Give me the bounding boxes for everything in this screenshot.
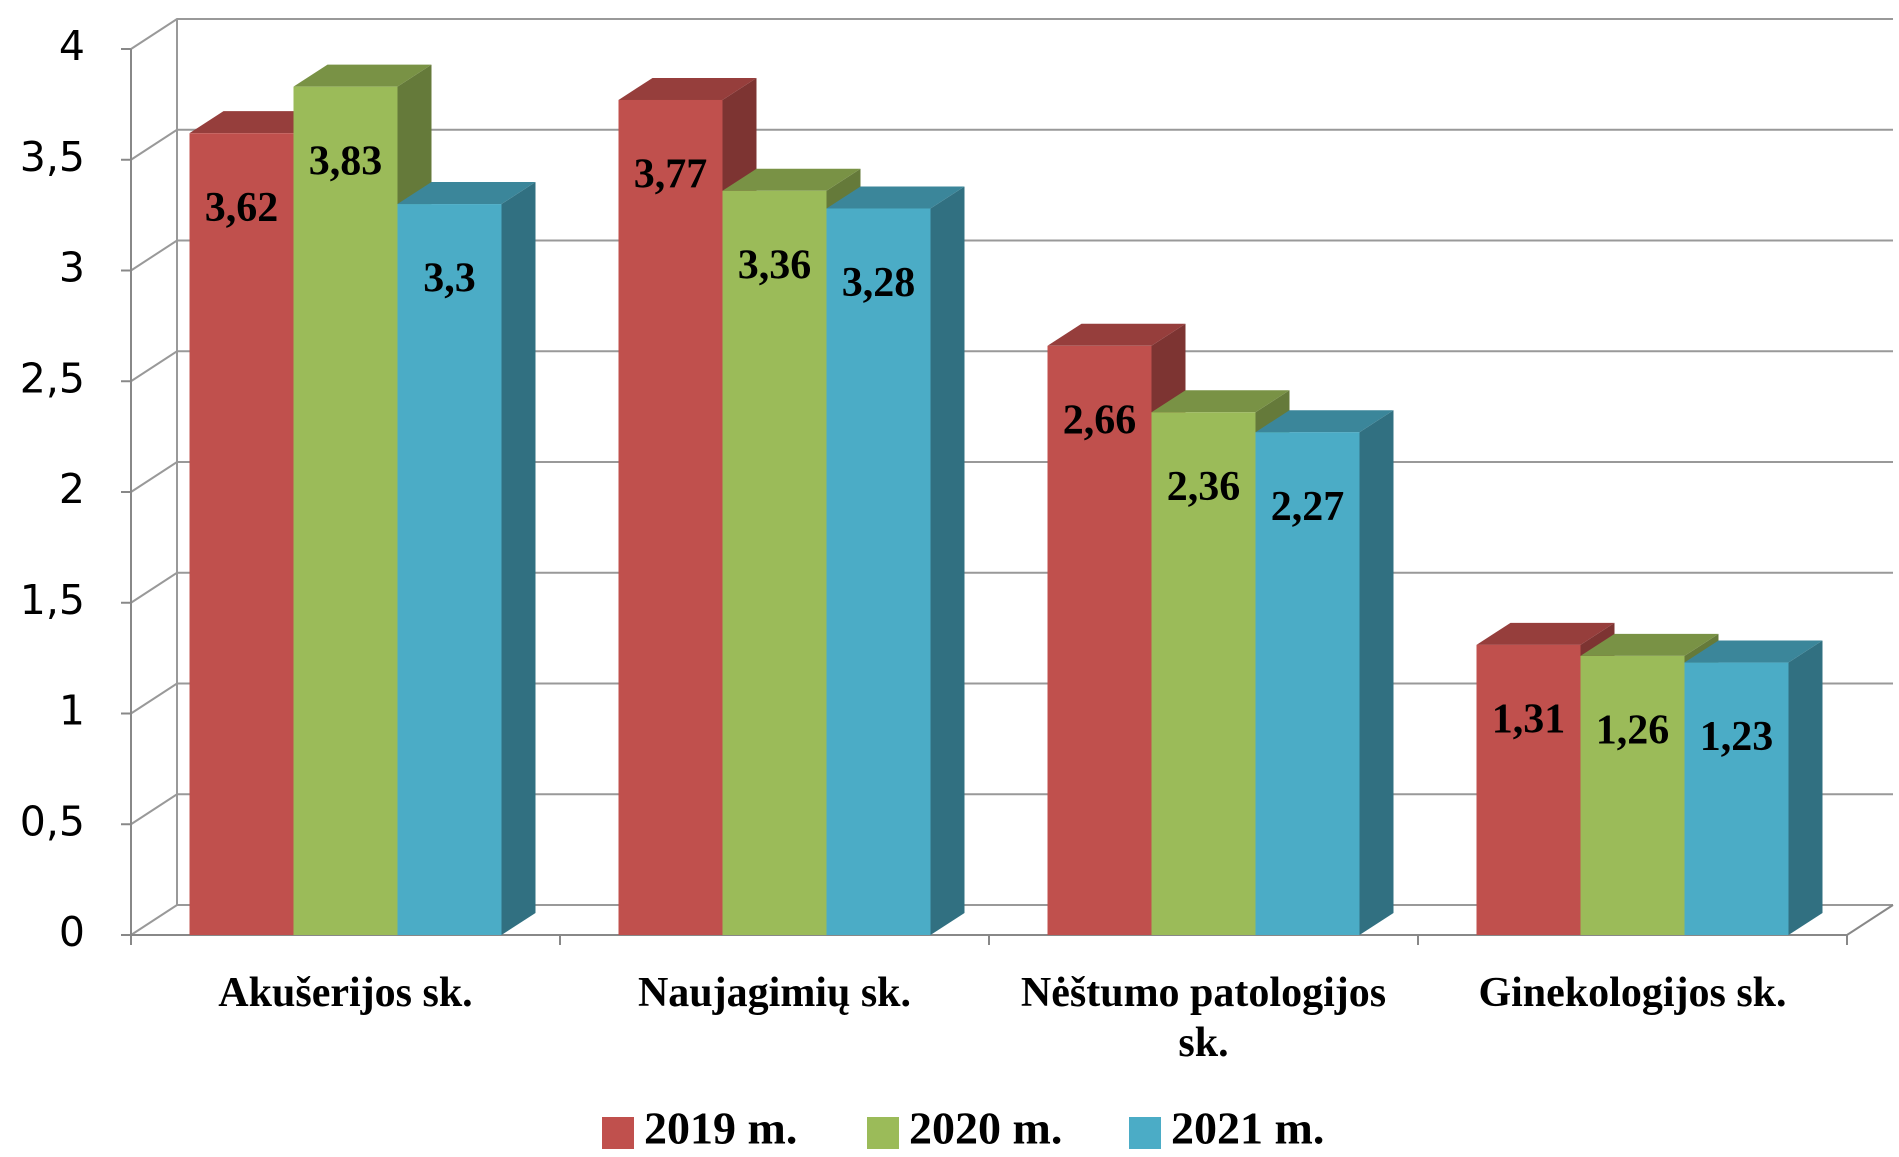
bar xyxy=(1255,432,1360,935)
bar-top xyxy=(1151,390,1290,413)
bar-top xyxy=(722,168,861,191)
y-tick-label: 0,5 xyxy=(20,797,85,845)
bar-side xyxy=(501,182,536,936)
x-tick-label: Naujagimių sk. xyxy=(637,970,912,1016)
bar-top xyxy=(618,77,757,100)
bar xyxy=(1151,412,1256,935)
bar-top xyxy=(189,111,328,134)
bar xyxy=(1580,655,1685,935)
x-tick-label: Ginekologijos sk. xyxy=(1478,970,1787,1016)
y-tick-label: 1 xyxy=(59,687,85,735)
bar xyxy=(1684,662,1789,935)
grid-line xyxy=(130,18,1893,50)
y-tick-label: 4 xyxy=(59,22,85,70)
bar-top xyxy=(1684,640,1823,663)
legend-label: 2020 m. xyxy=(909,1103,1062,1154)
y-tick-label: 3,5 xyxy=(20,133,85,181)
grid-line xyxy=(130,239,1893,272)
y-tick-label: 0 xyxy=(59,908,85,956)
legend-label: 2019 m. xyxy=(644,1103,797,1154)
x-tick-label: Akušerijos sk. xyxy=(218,970,473,1016)
data-label: 3,3 xyxy=(423,256,476,302)
x-tick-label: Nėštumo patologijos sk. xyxy=(1020,970,1387,1066)
y-tick-label: 1,5 xyxy=(20,576,85,624)
grid-line xyxy=(130,128,1893,161)
bar-top xyxy=(1047,323,1186,346)
data-label: 2,66 xyxy=(1063,397,1137,443)
bar xyxy=(1476,644,1581,935)
bar xyxy=(397,204,502,936)
data-label: 2,36 xyxy=(1167,464,1241,510)
bar-side xyxy=(1359,410,1394,935)
legend-swatch xyxy=(602,1117,634,1149)
legend-swatch xyxy=(867,1117,899,1149)
y-tick-label: 3 xyxy=(59,244,85,292)
data-label: 1,23 xyxy=(1700,714,1774,760)
data-label: 3,62 xyxy=(205,185,279,231)
bar xyxy=(826,208,931,936)
bar xyxy=(618,99,723,935)
bar-top xyxy=(293,64,432,87)
bar xyxy=(1047,345,1152,935)
y-tick-label: 2,5 xyxy=(20,354,85,402)
bar-side xyxy=(930,186,965,936)
bar-top xyxy=(1476,622,1615,645)
legend-label: 2021 m. xyxy=(1171,1103,1324,1154)
data-label: 3,28 xyxy=(842,260,916,306)
bar xyxy=(293,86,398,935)
data-label: 1,26 xyxy=(1596,708,1670,754)
data-label: 3,36 xyxy=(738,242,812,288)
data-label: 2,27 xyxy=(1271,484,1345,530)
bar xyxy=(722,190,827,935)
data-label: 3,83 xyxy=(309,138,383,184)
bar-top xyxy=(1255,410,1394,433)
bar-side xyxy=(1788,640,1823,935)
grid-line xyxy=(130,350,1893,383)
y-tick-label: 2 xyxy=(59,465,85,513)
bar xyxy=(189,133,294,936)
data-label: 1,31 xyxy=(1492,696,1566,742)
data-label: 3,77 xyxy=(634,152,708,198)
bar-top xyxy=(826,186,965,209)
legend-swatch xyxy=(1129,1117,1161,1149)
bar-top xyxy=(397,182,536,205)
bar-top xyxy=(1580,633,1719,656)
